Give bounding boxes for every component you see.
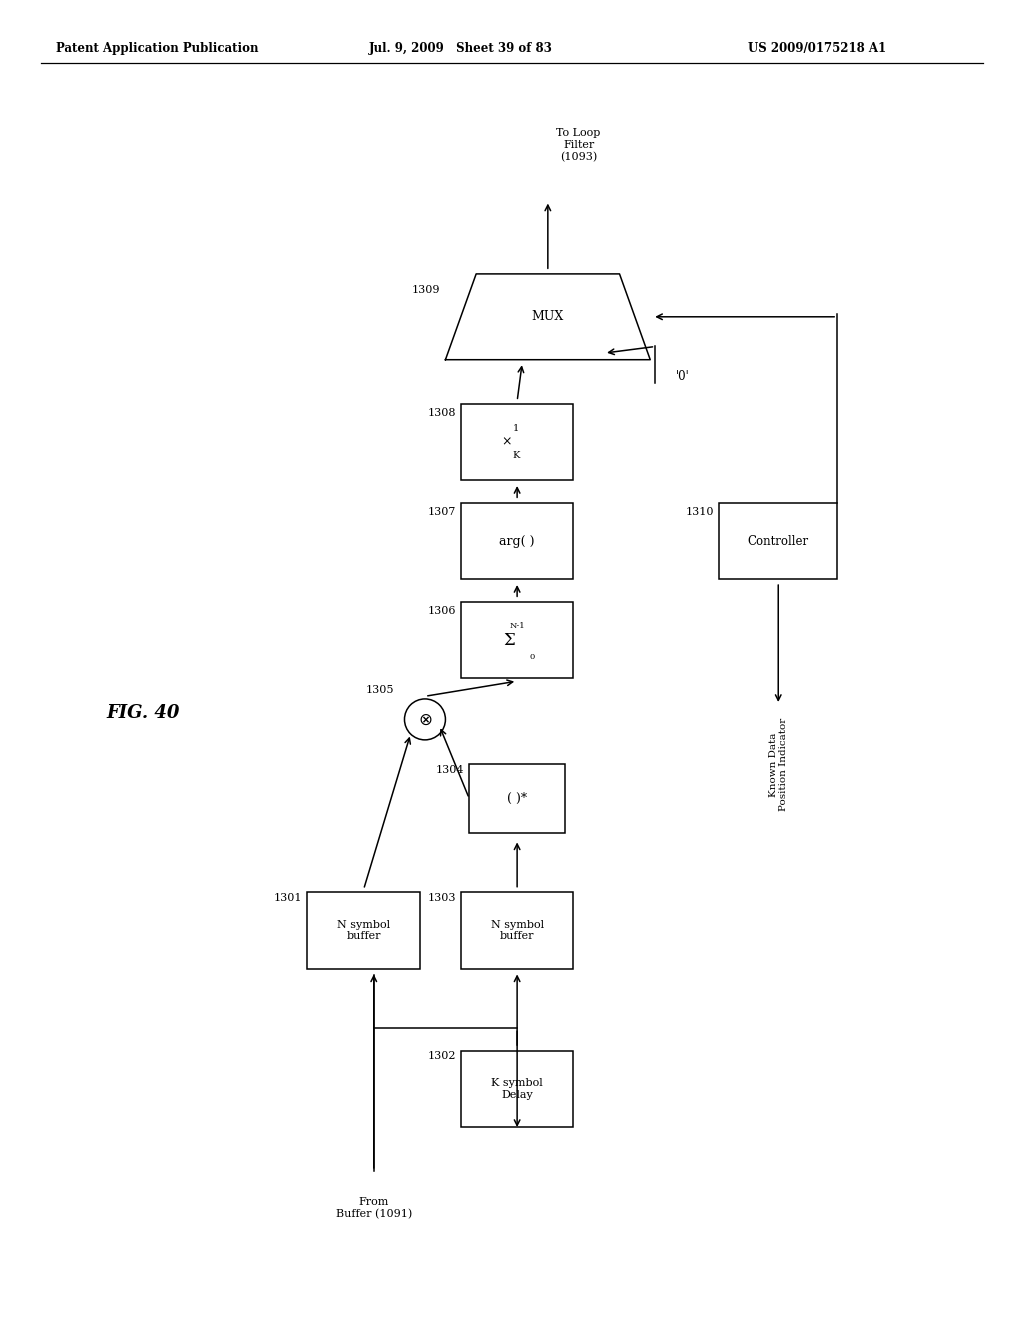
Text: ⊗: ⊗ bbox=[418, 710, 432, 729]
Text: 1310: 1310 bbox=[686, 507, 715, 517]
Bar bbox=[719, 503, 838, 579]
Bar bbox=[461, 404, 573, 480]
Text: Patent Application Publication: Patent Application Publication bbox=[56, 42, 259, 55]
Text: ×: × bbox=[502, 436, 512, 449]
Text: From
Buffer (1091): From Buffer (1091) bbox=[336, 1197, 412, 1218]
Text: 1: 1 bbox=[513, 425, 519, 433]
Text: 1303: 1303 bbox=[427, 892, 456, 903]
Text: Σ: Σ bbox=[503, 632, 515, 648]
Text: FIG. 40: FIG. 40 bbox=[106, 704, 180, 722]
Text: Jul. 9, 2009   Sheet 39 of 83: Jul. 9, 2009 Sheet 39 of 83 bbox=[369, 42, 553, 55]
Text: K: K bbox=[512, 451, 520, 459]
Text: N symbol
buffer: N symbol buffer bbox=[490, 920, 544, 941]
Text: 1302: 1302 bbox=[427, 1051, 456, 1061]
Bar bbox=[461, 503, 573, 579]
Text: Known Data
Position Indicator: Known Data Position Indicator bbox=[769, 718, 787, 812]
Bar bbox=[307, 892, 420, 969]
Text: N symbol
buffer: N symbol buffer bbox=[337, 920, 390, 941]
Text: 1301: 1301 bbox=[273, 892, 302, 903]
Bar bbox=[461, 602, 573, 678]
Text: 1305: 1305 bbox=[366, 685, 394, 696]
Text: '0': '0' bbox=[676, 370, 689, 383]
Text: 1308: 1308 bbox=[427, 408, 456, 418]
Text: N-1: N-1 bbox=[509, 622, 525, 630]
Text: ( )*: ( )* bbox=[507, 792, 527, 805]
Text: 1306: 1306 bbox=[427, 606, 456, 616]
Text: K symbol
Delay: K symbol Delay bbox=[492, 1078, 543, 1100]
Text: US 2009/0175218 A1: US 2009/0175218 A1 bbox=[748, 42, 886, 55]
Bar bbox=[461, 1051, 573, 1127]
Text: arg( ): arg( ) bbox=[500, 535, 535, 548]
Polygon shape bbox=[445, 275, 650, 359]
Text: MUX: MUX bbox=[531, 310, 564, 323]
Text: 1309: 1309 bbox=[412, 285, 440, 296]
Text: 1304: 1304 bbox=[435, 764, 464, 775]
Text: 0: 0 bbox=[529, 653, 536, 661]
Text: Controller: Controller bbox=[748, 535, 809, 548]
Text: To Loop
Filter
(1093): To Loop Filter (1093) bbox=[556, 128, 601, 162]
Bar bbox=[461, 892, 573, 969]
Text: 1307: 1307 bbox=[427, 507, 456, 517]
Bar bbox=[469, 764, 565, 833]
Ellipse shape bbox=[404, 698, 445, 741]
